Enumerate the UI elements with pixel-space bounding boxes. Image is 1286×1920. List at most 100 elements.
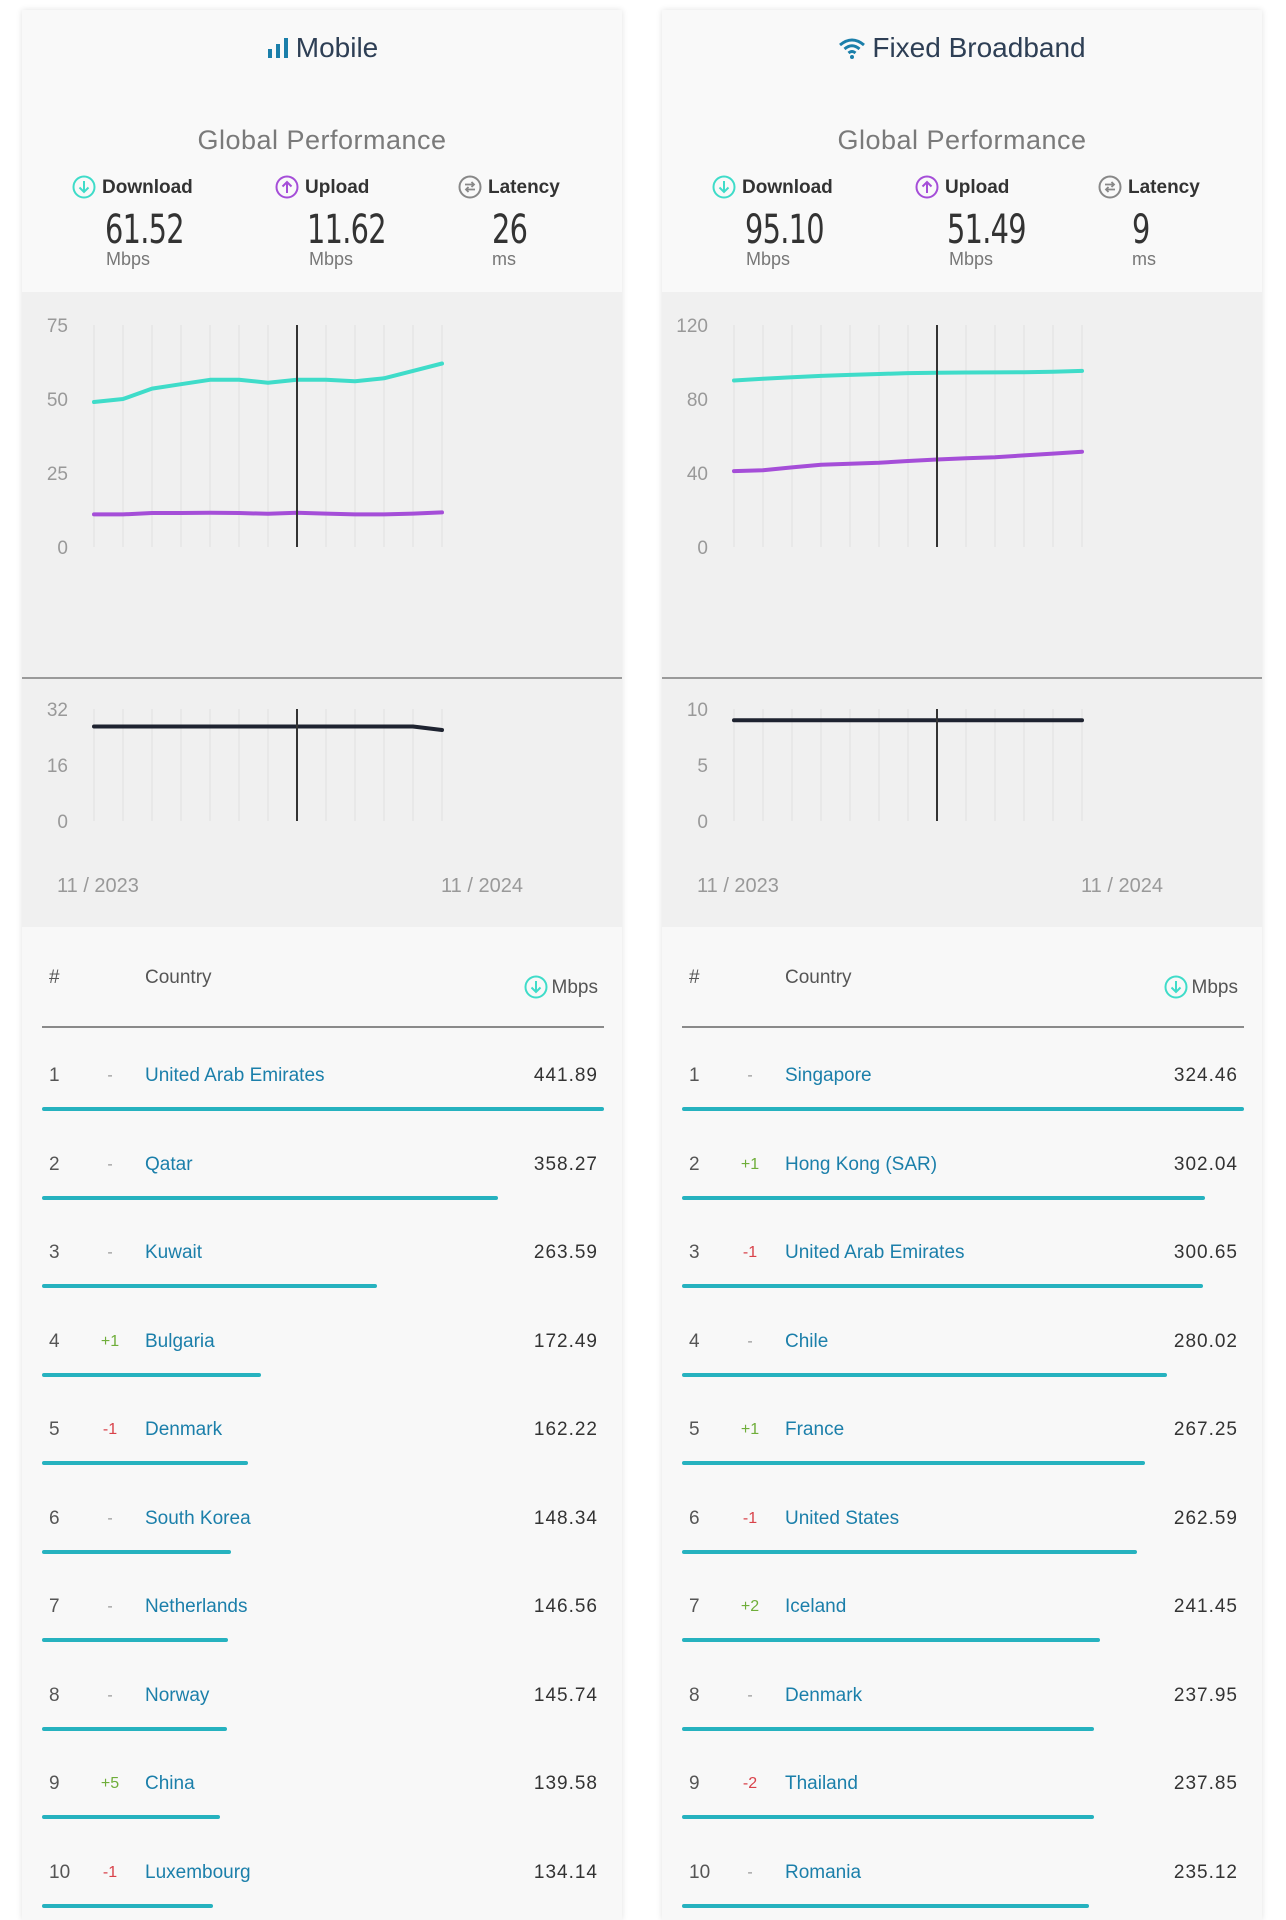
speed-bar (42, 1549, 231, 1554)
y-tick-label: 0 (57, 812, 68, 833)
mobile-latency-chart[interactable]: 32 16 0 11 / 2023 11 / 2024 (22, 679, 622, 927)
mobile-speed-chart[interactable]: 75 50 25 0 (22, 292, 622, 677)
metric-value: 51.49 (947, 207, 1027, 253)
fixed-upload-metric: Upload 51.49 Mbps (915, 175, 1105, 270)
speed-bar (682, 1815, 1094, 1819)
country-link[interactable]: Singapore (785, 1065, 872, 1086)
mbps-cell: 358.27 (533, 1153, 598, 1175)
mbps-cell: 148.34 (533, 1507, 598, 1529)
mbps-cell: 280.02 (1173, 1330, 1238, 1352)
fixed-ranking-rows: 1 - Singapore 324.46 2 +1 Hong Kong (SAR) 302.0… (662, 1027, 1262, 1912)
table-row: 5 +1 France 267.25 (662, 1381, 1262, 1470)
signal-bars-icon (267, 38, 288, 58)
rank-change-cell: - (107, 1244, 113, 1261)
speed-bar (682, 1372, 1167, 1377)
rank-cell: 1 (49, 1065, 60, 1086)
speed-bar (682, 1284, 1203, 1288)
country-link[interactable]: Denmark (785, 1684, 863, 1706)
metric-unit: Mbps (746, 249, 791, 269)
y-tick-label: 25 (47, 464, 68, 485)
fixed-speed-chart[interactable]: 120 80 40 0 (662, 292, 1262, 677)
rank-change-cell: +1 (740, 1155, 760, 1173)
mobile-latency-metric: Latency 26 ms (458, 175, 648, 270)
download-arrow-icon (72, 175, 96, 199)
country-link[interactable]: Qatar (145, 1153, 193, 1175)
mobile-title[interactable]: Mobile (22, 32, 622, 64)
download-series-line (92, 361, 444, 404)
country-link[interactable]: China (145, 1773, 195, 1794)
mbps-cell: 145.74 (533, 1684, 598, 1706)
country-link[interactable]: France (785, 1419, 845, 1440)
mobile-upload-metric: Upload 11.62 Mbps (275, 175, 465, 270)
rank-change-cell: - (747, 1332, 753, 1350)
country-link[interactable]: Iceland (785, 1596, 847, 1617)
rank-cell: 9 (689, 1773, 700, 1794)
country-link[interactable]: United Arab Emirates (145, 1065, 325, 1086)
rank-change-cell: - (107, 1686, 113, 1704)
fixed-title[interactable]: Fixed Broadband (662, 32, 1262, 64)
country-link[interactable]: South Korea (145, 1507, 251, 1529)
metric-unit: ms (492, 249, 516, 269)
mobile-subtitle: Global Performance (197, 125, 447, 155)
country-link[interactable]: Netherlands (145, 1596, 248, 1617)
speed-bar (42, 1638, 229, 1642)
mbps-header[interactable]: Mbps (1164, 975, 1238, 999)
country-link[interactable]: Norway (145, 1684, 210, 1706)
mobile-latency-chart-area: 32 16 0 11 / 2023 11 / 2024 (22, 679, 622, 927)
mbps-cell: 324.46 (1173, 1065, 1238, 1086)
table-row: 6 - South Korea 148.34 (22, 1470, 622, 1559)
speed-bar (42, 1284, 378, 1288)
country-link[interactable]: Denmark (145, 1419, 223, 1440)
rank-cell: 10 (49, 1861, 71, 1883)
rank-cell: 2 (49, 1153, 60, 1175)
y-tick-label: 0 (57, 538, 68, 559)
table-row: 6 -1 United States 262.59 (662, 1470, 1262, 1559)
mobile-ranking-rows: 1 - United Arab Emirates 441.89 2 - Qatar 358.2… (22, 1027, 622, 1912)
country-link[interactable]: Hong Kong (SAR) (785, 1153, 938, 1175)
fixed-latency-chart[interactable]: 10 5 0 11 / 2023 11 / 2024 (662, 679, 1262, 927)
x-start-label: 11 / 2023 (697, 875, 779, 897)
rank-change-cell: - (107, 1155, 113, 1173)
table-row: 3 -1 United Arab Emirates 300.65 (662, 1204, 1262, 1293)
mbps-header[interactable]: Mbps (524, 975, 598, 999)
rank-change-cell: -1 (742, 1244, 758, 1261)
rank-change-cell: -1 (102, 1863, 118, 1881)
mbps-cell: 262.59 (1173, 1507, 1238, 1529)
rank-cell: 5 (49, 1419, 60, 1440)
rank-change-cell: - (107, 1067, 113, 1084)
x-end-label: 11 / 2024 (441, 875, 523, 897)
speed-bar (682, 1549, 1137, 1554)
speed-bar (42, 1107, 604, 1111)
y-tick-label: 80 (687, 390, 708, 411)
rank-change-cell: -1 (742, 1509, 758, 1527)
country-link[interactable]: Chile (785, 1330, 829, 1352)
metric-unit: ms (1132, 249, 1156, 269)
speed-bar (682, 1903, 1090, 1908)
rank-cell: 6 (689, 1507, 700, 1529)
table-header: # Country Mbps (662, 927, 1262, 1028)
metric-unit: Mbps (106, 249, 151, 269)
metric-value: 11.62 (307, 207, 387, 253)
rank-cell: 3 (689, 1242, 700, 1263)
metric-value: 95.10 (745, 207, 825, 253)
country-link[interactable]: United States (785, 1507, 900, 1529)
country-link[interactable]: Romania (785, 1861, 862, 1883)
rank-change-cell: - (107, 1509, 113, 1527)
header-divider (682, 1026, 1244, 1028)
metric-label: Latency (488, 177, 560, 198)
rank-change-cell: - (747, 1686, 753, 1704)
metric-value: 26 (492, 207, 528, 253)
mbps-cell: 267.25 (1173, 1419, 1238, 1440)
metric-unit: Mbps (309, 249, 354, 269)
country-link[interactable]: Kuwait (145, 1242, 203, 1263)
country-link[interactable]: United Arab Emirates (785, 1242, 965, 1263)
speed-bar (682, 1726, 1095, 1731)
y-tick-label: 0 (697, 812, 708, 833)
metric-value: 61.52 (105, 207, 185, 253)
metric-value: 9 (1132, 207, 1150, 253)
country-link[interactable]: Luxembourg (145, 1861, 251, 1883)
fixed-subtitle: Global Performance (837, 125, 1087, 155)
country-link[interactable]: Thailand (785, 1773, 858, 1794)
mbps-cell: 300.65 (1173, 1242, 1238, 1263)
country-link[interactable]: Bulgaria (145, 1330, 215, 1352)
